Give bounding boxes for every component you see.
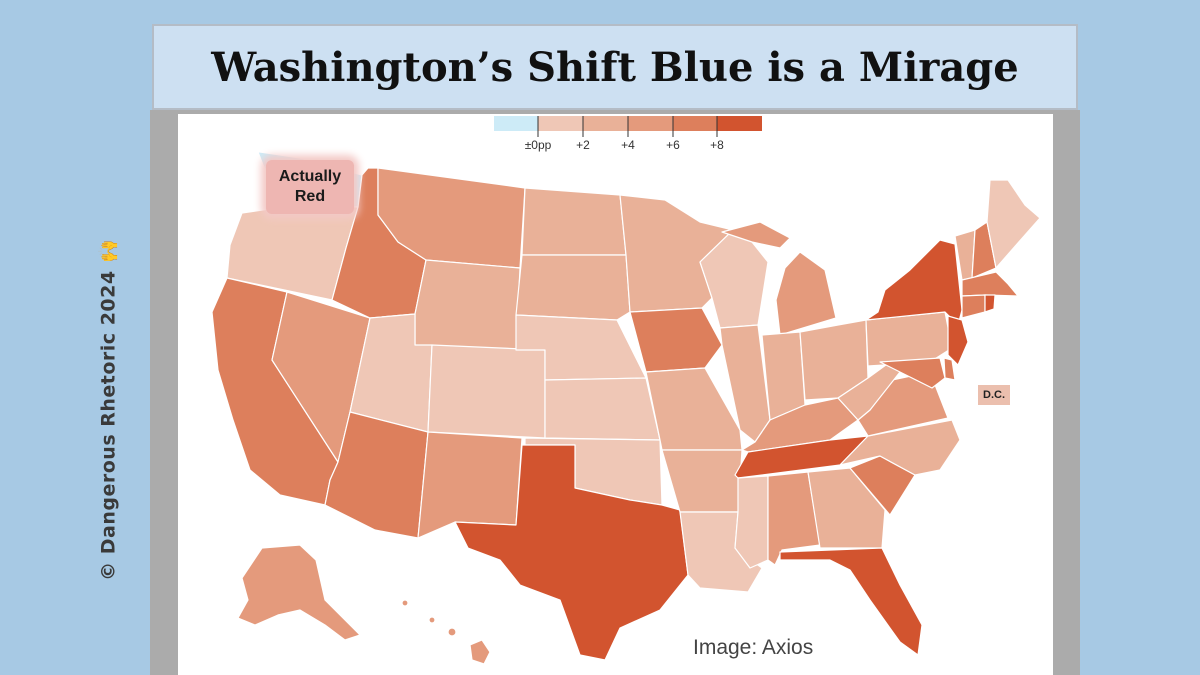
color-legend: ±0pp +2 +4 +6 +8 <box>494 116 764 156</box>
state-hawaii-maui <box>447 627 457 637</box>
copyright-credit: © Dangerous Rhetoric 2024 🙌 <box>97 239 120 581</box>
state-alaska <box>237 544 361 641</box>
legend-swatch-2-4 <box>583 116 628 131</box>
state-maryland <box>879 357 946 389</box>
legend-tick-label: +2 <box>576 138 590 152</box>
legend-swatch-8-plus <box>717 116 762 131</box>
state-hawaii-big <box>469 639 491 665</box>
callout-line-2: Red <box>294 188 326 205</box>
state-michigan <box>775 251 837 336</box>
legend-swatch-6-8 <box>673 116 717 131</box>
state-connecticut <box>961 294 986 319</box>
state-texas <box>454 444 689 661</box>
legend-tick-label: +6 <box>666 138 680 152</box>
dc-label: D.C. <box>978 385 1010 405</box>
state-new-jersey <box>947 315 969 366</box>
state-missouri <box>645 367 743 451</box>
source-credit: Image: Axios <box>693 636 814 659</box>
state-indiana <box>761 331 806 421</box>
legend-tick-label: +8 <box>710 138 724 152</box>
state-mississippi <box>734 475 769 569</box>
state-wyoming <box>414 259 521 351</box>
legend-tick-label: +4 <box>621 138 635 152</box>
state-kansas <box>544 377 661 441</box>
callout-line-1: Actually <box>278 168 342 185</box>
state-north-dakota <box>521 187 627 256</box>
page-title: Washington’s Shift Blue is a Mirage <box>211 43 1019 91</box>
legend-scale <box>494 116 762 137</box>
state-hawaii-kauai <box>401 599 409 607</box>
state-michigan-up <box>721 221 791 249</box>
state-maine <box>986 179 1041 269</box>
legend-tick-label: ±0pp <box>524 138 552 152</box>
state-new-mexico <box>417 431 523 539</box>
state-hawaii-oahu <box>428 616 436 624</box>
washington-callout: Actually Red <box>266 160 354 214</box>
state-south-dakota <box>515 254 631 321</box>
state-delaware <box>943 357 956 381</box>
state-georgia <box>807 467 886 549</box>
state-florida <box>779 547 923 656</box>
legend-swatch-4-6 <box>628 116 673 131</box>
state-arkansas <box>661 449 743 513</box>
state-iowa <box>629 307 723 373</box>
legend-swatch-0-2 <box>538 116 583 131</box>
state-rhode-island <box>984 294 996 313</box>
title-bar: Washington’s Shift Blue is a Mirage <box>152 24 1078 110</box>
state-colorado <box>427 344 546 439</box>
us-map <box>211 151 1041 665</box>
state-new-york <box>865 239 963 326</box>
legend-swatch-negative <box>494 116 538 131</box>
